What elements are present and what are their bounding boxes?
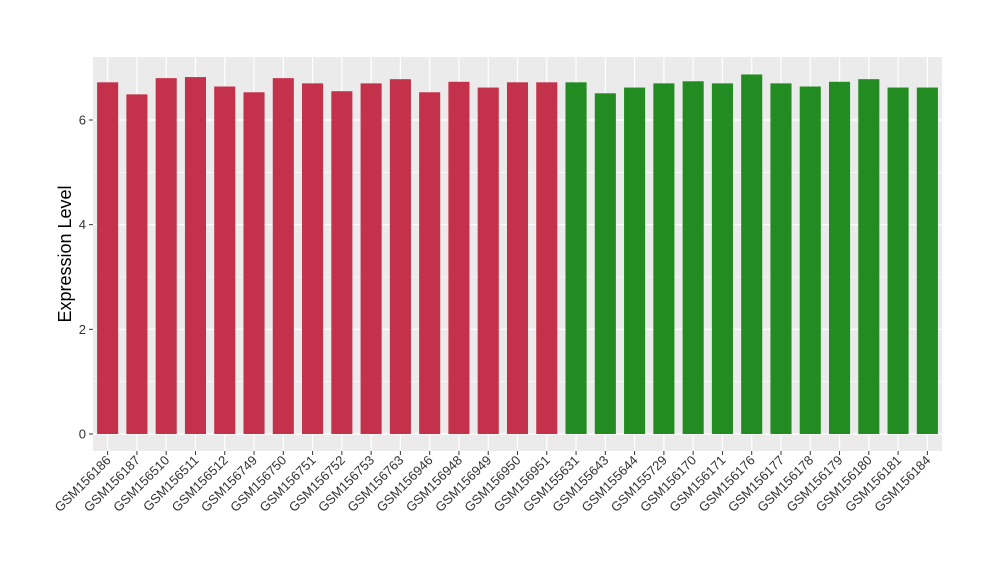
bar-GSM156184 xyxy=(916,87,938,434)
bar-GSM156186 xyxy=(97,82,119,434)
bar-GSM156950 xyxy=(506,82,529,434)
bar-GSM156178 xyxy=(799,86,821,435)
bar-GSM156946 xyxy=(419,92,441,434)
bar-GSM156752 xyxy=(331,91,353,434)
bar-GSM155729 xyxy=(653,83,675,434)
y-tick-label: 6 xyxy=(79,113,86,128)
bar-GSM155644 xyxy=(624,87,646,434)
y-tick-label: 0 xyxy=(79,427,86,442)
bar-GSM155643 xyxy=(594,93,616,434)
bar-GSM156949 xyxy=(477,87,499,434)
x-axis: GSM156186GSM156187GSM156510GSM156511GSM1… xyxy=(52,451,933,515)
bar-GSM156749 xyxy=(243,92,265,434)
bar-GSM156510 xyxy=(155,78,177,434)
bar-GSM156763 xyxy=(389,79,411,435)
y-tick-label: 2 xyxy=(79,322,86,337)
bar-GSM156512 xyxy=(214,86,236,435)
bar-GSM155631 xyxy=(565,82,587,434)
y-axis-title: Expression Level xyxy=(55,185,75,322)
y-axis: 0 2 4 6 xyxy=(79,113,93,442)
bar-GSM156753 xyxy=(360,83,382,434)
bar-GSM156176 xyxy=(741,74,763,434)
bar-GSM156751 xyxy=(302,83,324,434)
bar-GSM156750 xyxy=(272,78,294,434)
bar-GSM156179 xyxy=(828,81,851,435)
bar-GSM156951 xyxy=(536,82,558,434)
bar-GSM156187 xyxy=(126,94,148,435)
bar-GSM156171 xyxy=(711,83,733,434)
bar-GSM156511 xyxy=(184,77,207,434)
bar-GSM156180 xyxy=(858,79,880,435)
y-tick-label: 4 xyxy=(79,217,86,232)
bar-GSM156177 xyxy=(770,83,792,434)
bars xyxy=(97,74,938,435)
bar-GSM156948 xyxy=(448,81,470,435)
bar-GSM156181 xyxy=(887,87,909,434)
bar-GSM156170 xyxy=(682,81,704,435)
